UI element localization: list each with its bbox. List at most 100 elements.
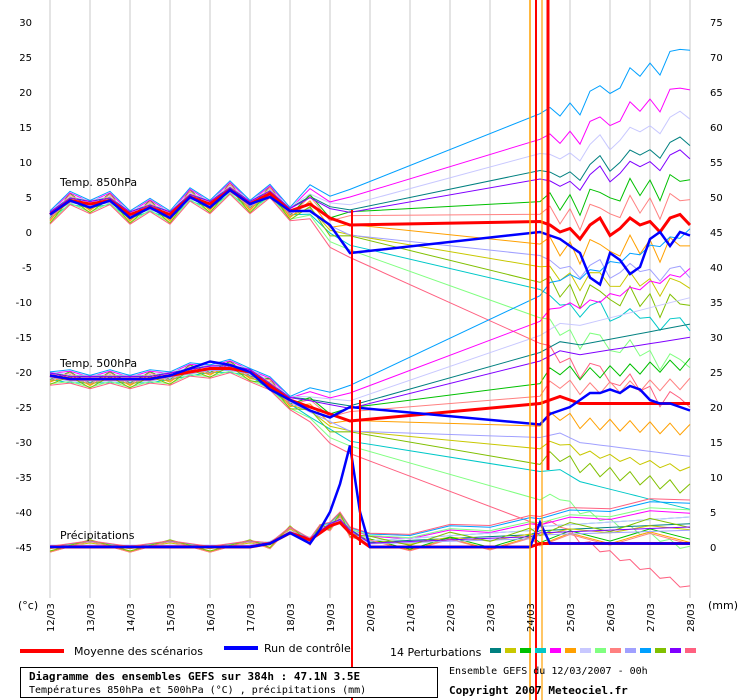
y-tick-label-right: 35 — [710, 298, 723, 309]
axes: 302520151050-5-10-15-20-25-30-35-40-4575… — [16, 18, 723, 632]
perturbation-line — [49, 149, 691, 213]
y-tick-label-right: 10 — [710, 473, 723, 484]
legend-perturbation-swatch — [580, 648, 591, 653]
y-tick-label-right: 60 — [710, 123, 723, 134]
label-t500: Temp. 500hPa — [59, 357, 137, 370]
perturbation-line — [49, 191, 691, 371]
x-tick-label: 26/03 — [606, 603, 617, 632]
y-tick-label-right: 70 — [710, 53, 723, 64]
y-tick-label-right: 45 — [710, 228, 723, 239]
legend-perturbation-swatch — [565, 648, 576, 653]
legend-perturbation-swatch — [490, 648, 501, 653]
legend-perturbation-swatch — [625, 648, 636, 653]
x-tick-label: 24/03 — [526, 603, 537, 632]
x-tick-label: 22/03 — [446, 603, 457, 632]
x-tick-label: 14/03 — [126, 603, 137, 632]
perturbation-line — [49, 191, 691, 282]
x-tick-label: 21/03 — [406, 603, 417, 632]
legend-perturbations-label: 14 Perturbations — [390, 646, 482, 659]
spike-lines — [351, 0, 550, 700]
perturbation-line — [49, 87, 691, 214]
y-tick-label-right: 75 — [710, 18, 723, 29]
y-tick-label-left: -10 — [16, 298, 32, 309]
perturbation-line — [49, 182, 691, 232]
right-unit-label: (mm) — [708, 599, 738, 612]
title-box: Diagramme des ensembles GEFS sur 384h : … — [20, 667, 438, 698]
legend-perturbation-swatch — [595, 648, 606, 653]
y-tick-label-left: -20 — [16, 368, 32, 379]
legend-perturbation-swatch — [685, 648, 696, 653]
y-tick-label-left: -40 — [16, 508, 32, 519]
perturbation-lines — [49, 48, 691, 588]
y-tick-label-left: 30 — [19, 18, 32, 29]
x-tick-label: 25/03 — [566, 603, 577, 632]
legend: Moyenne des scénarios Run de contrôle 14… — [20, 642, 696, 659]
x-tick-label: 18/03 — [286, 603, 297, 632]
y-tick-label-left: 0 — [26, 228, 32, 239]
y-tick-label-left: -15 — [16, 333, 32, 344]
legend-perturbation-swatch — [535, 648, 546, 653]
x-tick-label: 19/03 — [326, 603, 337, 632]
legend-perturbation-swatch — [520, 648, 531, 653]
perturbation-line — [49, 48, 691, 212]
y-tick-label-left: 15 — [19, 123, 32, 134]
x-tick-label: 20/03 — [366, 603, 377, 632]
legend-control-label: Run de contrôle — [264, 642, 351, 655]
y-tick-label-right: 0 — [710, 543, 716, 554]
y-tick-label-right: 55 — [710, 158, 723, 169]
legend-perturbation-swatch — [610, 648, 621, 653]
x-tick-label: 17/03 — [246, 603, 257, 632]
perturbation-line — [49, 173, 691, 220]
perturbation-line — [49, 498, 691, 547]
legend-perturbation-swatches — [490, 648, 696, 653]
y-tick-label-left: -5 — [22, 263, 32, 274]
legend-perturbation-swatch — [670, 648, 681, 653]
x-tick-label: 23/03 — [486, 603, 497, 632]
y-tick-label-right: 25 — [710, 368, 723, 379]
perturbation-line — [49, 268, 691, 399]
series-lines — [49, 188, 692, 549]
x-tick-label: 15/03 — [166, 603, 177, 632]
perturbation-line — [49, 357, 691, 415]
perturbation-line — [49, 336, 691, 409]
y-tick-label-right: 15 — [710, 438, 723, 449]
y-tick-label-left: 5 — [26, 193, 32, 204]
legend-perturbation-swatch — [550, 648, 561, 653]
copyright: Copyright 2007 Meteociel.fr — [449, 684, 628, 697]
chart-subtitle: Températures 850hPa et 500hPa (°C) , pré… — [29, 685, 367, 696]
y-tick-label-right: 65 — [710, 88, 723, 99]
y-tick-label-right: 50 — [710, 193, 723, 204]
perturbation-line — [49, 370, 691, 457]
perturbation-line — [49, 370, 691, 549]
y-tick-label-left: -45 — [16, 543, 32, 554]
y-tick-label-left: -25 — [16, 403, 32, 414]
chart-title: Diagramme des ensembles GEFS sur 384h : … — [29, 670, 361, 683]
perturbation-line — [49, 228, 691, 397]
y-tick-label-left: 20 — [19, 88, 32, 99]
y-tick-label-left: 25 — [19, 53, 32, 64]
x-tick-label: 28/03 — [686, 603, 697, 632]
x-tick-label: 12/03 — [46, 603, 57, 632]
control-series-line — [50, 445, 690, 549]
y-tick-label-left: 10 — [19, 158, 32, 169]
run-info: Ensemble GEFS du 12/03/2007 - 00h — [449, 666, 648, 677]
y-tick-label-left: -30 — [16, 438, 32, 449]
x-tick-label: 16/03 — [206, 603, 217, 632]
label-precip: Précipitations — [60, 529, 135, 542]
legend-perturbation-swatch — [505, 648, 516, 653]
y-tick-label-right: 5 — [710, 508, 716, 519]
y-tick-label-right: 20 — [710, 403, 723, 414]
x-tick-label: 13/03 — [86, 603, 97, 632]
y-tick-label-right: 40 — [710, 263, 723, 274]
y-tick-label-right: 30 — [710, 333, 723, 344]
control-series-line — [49, 360, 691, 426]
y-tick-label-left: -35 — [16, 473, 32, 484]
legend-perturbation-swatch — [655, 648, 666, 653]
control-series-line — [49, 188, 691, 287]
label-t850: Temp. 850hPa — [59, 176, 137, 189]
perturbation-line — [49, 372, 691, 588]
legend-mean-label: Moyenne des scénarios — [74, 645, 203, 658]
legend-perturbation-swatch — [640, 648, 651, 653]
left-unit-label: (°c) — [18, 599, 38, 612]
